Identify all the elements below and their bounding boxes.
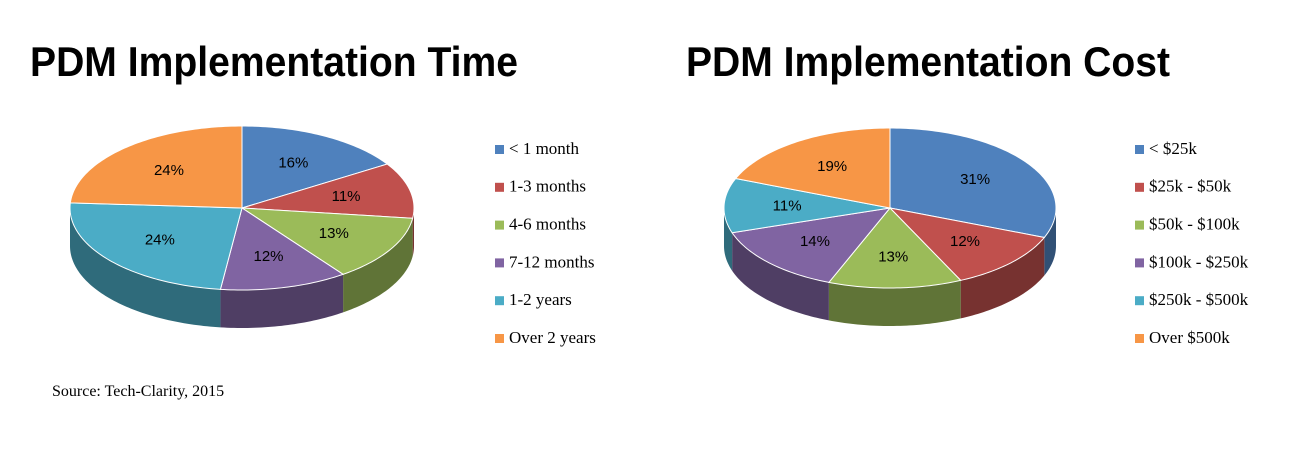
legend-label: $25k - $50k <box>1149 177 1232 196</box>
slice <box>241 163 415 219</box>
slice <box>69 202 243 290</box>
legend-label: 7-12 months <box>509 252 594 271</box>
legend-label: $250k - $500k <box>1149 290 1249 309</box>
legend-label: < $25k <box>1149 139 1197 158</box>
slice-label: 13% <box>878 249 908 266</box>
legend-label: $100k - $250k <box>1149 252 1249 271</box>
slice-label: 19% <box>817 158 847 175</box>
slice <box>889 127 1057 238</box>
legend-label: < 1 month <box>509 139 580 158</box>
legend-swatch <box>1135 258 1144 268</box>
slice-label: 16% <box>278 154 308 171</box>
legend-swatch <box>1135 182 1144 192</box>
legend-label: Over 2 years <box>509 328 596 347</box>
slice <box>888 207 1046 281</box>
slice <box>219 207 345 291</box>
slice-label: 14% <box>800 233 830 250</box>
legend-label: 4-6 months <box>509 215 586 234</box>
legend-swatch <box>1135 220 1144 230</box>
slice-label: 24% <box>145 231 175 248</box>
slice-side <box>960 237 1045 319</box>
legend-label: $50k - $100k <box>1149 215 1240 234</box>
slice-side <box>724 208 733 271</box>
source-note: Source: Tech-Clarity, 2015 <box>52 383 224 400</box>
legend-swatch <box>495 182 504 192</box>
slice <box>241 125 389 209</box>
slice-label: 31% <box>960 171 990 188</box>
legend-swatch <box>1135 334 1144 343</box>
slice-side <box>343 218 413 313</box>
slice <box>723 178 891 234</box>
slice-side <box>70 208 221 328</box>
slice <box>240 207 414 275</box>
slice-label: 12% <box>950 233 980 250</box>
legend-label: 1-3 months <box>509 177 586 196</box>
legend-label: Over $500k <box>1149 328 1230 347</box>
slice <box>827 207 962 289</box>
slice-label: 11% <box>773 197 802 214</box>
slice-side <box>1044 208 1056 276</box>
legend-swatch <box>495 296 504 306</box>
slice-side <box>828 280 961 326</box>
legend-swatch <box>495 220 504 230</box>
slice-label: 13% <box>319 225 349 242</box>
slice-label: 12% <box>254 248 284 265</box>
legend-label: 1-2 years <box>509 290 572 309</box>
slice-side <box>412 208 414 257</box>
slice <box>69 125 243 209</box>
legend-swatch <box>495 334 504 343</box>
legend-swatch <box>1135 145 1144 154</box>
legend-swatch <box>495 145 504 154</box>
slice <box>734 127 891 209</box>
slice-label: 11% <box>332 188 361 205</box>
slice-side <box>220 274 344 328</box>
slice-label: 24% <box>154 162 184 179</box>
chart-title: PDM Implementation Time <box>30 38 518 85</box>
legend-swatch <box>1135 296 1144 306</box>
chart-title: PDM Implementation Cost <box>686 38 1170 85</box>
legend-swatch <box>495 258 504 268</box>
slice-side <box>732 232 829 321</box>
